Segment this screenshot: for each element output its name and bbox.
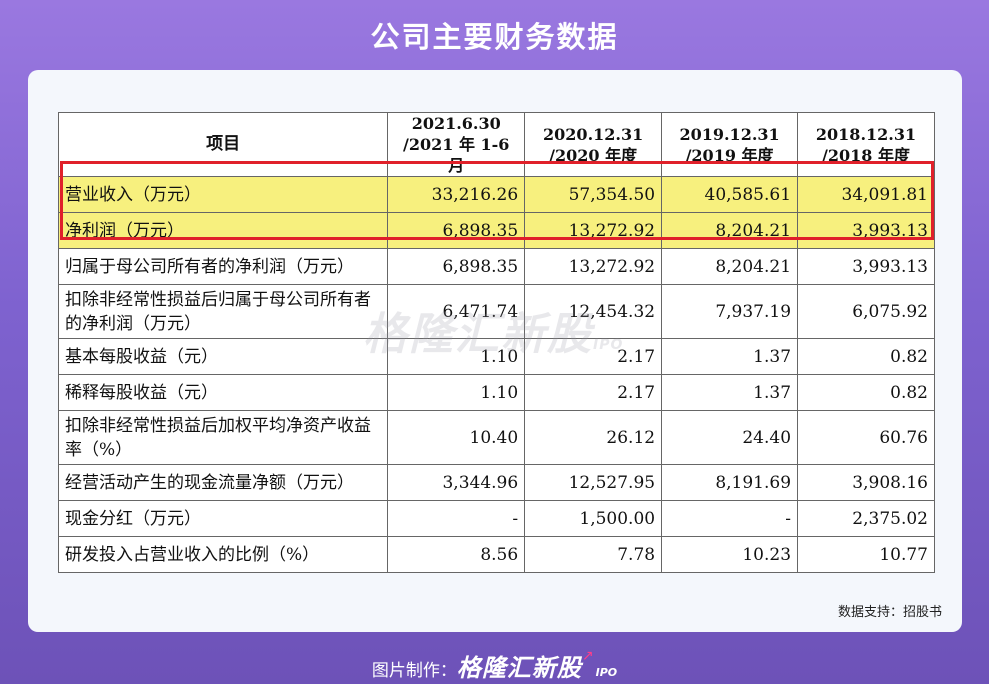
- row-label: 现金分红（万元）: [57, 500, 389, 537]
- table-cell: 12,527.95: [524, 464, 663, 501]
- row-label: 研发投入占营业收入的比例（%）: [57, 536, 389, 573]
- table-cell: 8,204.21: [661, 212, 799, 249]
- table-header-row: 项目 2021.6.30/2021 年 1-6 月 2020.12.31/202…: [57, 112, 935, 177]
- table-row: 净利润（万元） 6,898.35 13,272.92 8,204.21 3,99…: [57, 212, 935, 249]
- table-cell: 8.56: [387, 536, 526, 573]
- table-cell: 13,272.92: [524, 248, 663, 285]
- table-row: 经营活动产生的现金流量净额（万元） 3,344.96 12,527.95 8,1…: [57, 464, 935, 501]
- table-cell: 0.82: [797, 374, 935, 411]
- table-cell: 1.37: [661, 374, 799, 411]
- table-cell: -: [387, 500, 526, 537]
- table-cell: 3,993.13: [797, 248, 935, 285]
- table-cell: 34,091.81: [797, 176, 935, 213]
- page-title: 公司主要财务数据: [370, 20, 619, 54]
- footer-brand-logo: 格隆汇新股: [456, 654, 582, 682]
- row-label: 扣除非经常性损益后加权平均净资产收益率（%）: [57, 410, 389, 465]
- row-label: 经营活动产生的现金流量净额（万元）: [57, 464, 389, 501]
- footer-ipo-label: IPO: [595, 666, 618, 679]
- row-label: 基本每股收益（元）: [57, 338, 389, 375]
- table-row: 稀释每股收益（元） 1.10 2.17 1.37 0.82: [57, 374, 935, 411]
- table-cell: 3,344.96: [387, 464, 526, 501]
- table-cell: 13,272.92: [524, 212, 663, 249]
- table-cell: 1.10: [387, 338, 526, 375]
- footer-prefix: 图片制作：: [371, 661, 457, 681]
- table-row: 基本每股收益（元） 1.10 2.17 1.37 0.82: [57, 338, 935, 375]
- table-cell: 60.76: [797, 410, 935, 465]
- table-cell: 3,908.16: [797, 464, 935, 501]
- table-cell: 6,075.92: [797, 284, 935, 339]
- row-label: 扣除非经常性损益后归属于母公司所有者的净利润（万元）: [57, 284, 389, 339]
- table-cell: 6,471.74: [387, 284, 526, 339]
- table-cell: 7.78: [524, 536, 663, 573]
- column-header-2020: 2020.12.31/2020 年度: [524, 112, 663, 177]
- arrow-up-icon: ↗: [581, 648, 594, 664]
- content-card: 项目 2021.6.30/2021 年 1-6 月 2020.12.31/202…: [28, 70, 962, 632]
- table-cell: 40,585.61: [661, 176, 799, 213]
- table-cell: -: [661, 500, 799, 537]
- table-cell: 57,354.50: [524, 176, 663, 213]
- table-cell: 1,500.00: [524, 500, 663, 537]
- footer-credit: 图片制作：格隆汇新股↗IPO: [0, 648, 989, 683]
- table-cell: 8,191.69: [661, 464, 799, 501]
- table-row: 研发投入占营业收入的比例（%） 8.56 7.78 10.23 10.77: [57, 536, 935, 573]
- row-label: 净利润（万元）: [57, 212, 389, 249]
- column-header-2019: 2019.12.31/2019 年度: [661, 112, 799, 177]
- table-cell: 6,898.35: [387, 248, 526, 285]
- table-cell: 8,204.21: [661, 248, 799, 285]
- table-cell: 1.37: [661, 338, 799, 375]
- column-header-2018: 2018.12.31/2018 年度: [797, 112, 935, 177]
- table-cell: 33,216.26: [387, 176, 526, 213]
- table-cell: 7,937.19: [661, 284, 799, 339]
- table-cell: 12,454.32: [524, 284, 663, 339]
- table-cell: 10.23: [661, 536, 799, 573]
- table-row: 归属于母公司所有者的净利润（万元） 6,898.35 13,272.92 8,2…: [57, 248, 935, 285]
- source-note: 数据支持：招股书: [837, 605, 942, 620]
- table-cell: 3,993.13: [797, 212, 935, 249]
- row-label: 稀释每股收益（元）: [57, 374, 389, 411]
- table-cell: 26.12: [524, 410, 663, 465]
- row-label: 营业收入（万元）: [57, 176, 389, 213]
- table-cell: 6,898.35: [387, 212, 526, 249]
- row-label: 归属于母公司所有者的净利润（万元）: [57, 248, 389, 285]
- table-cell: 24.40: [661, 410, 799, 465]
- table-row: 营业收入（万元） 33,216.26 57,354.50 40,585.61 3…: [57, 176, 935, 213]
- financial-data-table: 项目 2021.6.30/2021 年 1-6 月 2020.12.31/202…: [57, 112, 935, 573]
- table-cell: 2.17: [524, 374, 663, 411]
- table-cell: 0.82: [797, 338, 935, 375]
- table-cell: 10.40: [387, 410, 526, 465]
- table-row: 扣除非经常性损益后加权平均净资产收益率（%） 10.40 26.12 24.40…: [57, 410, 935, 465]
- table-cell: 2.17: [524, 338, 663, 375]
- table-cell: 1.10: [387, 374, 526, 411]
- table-cell: 2,375.02: [797, 500, 935, 537]
- column-header-2021h1: 2021.6.30/2021 年 1-6 月: [387, 112, 526, 177]
- column-header-item: 项目: [57, 112, 389, 177]
- table-row: 现金分红（万元） - 1,500.00 - 2,375.02: [57, 500, 935, 537]
- table-row: 扣除非经常性损益后归属于母公司所有者的净利润（万元） 6,471.74 12,4…: [57, 284, 935, 339]
- table-cell: 10.77: [797, 536, 935, 573]
